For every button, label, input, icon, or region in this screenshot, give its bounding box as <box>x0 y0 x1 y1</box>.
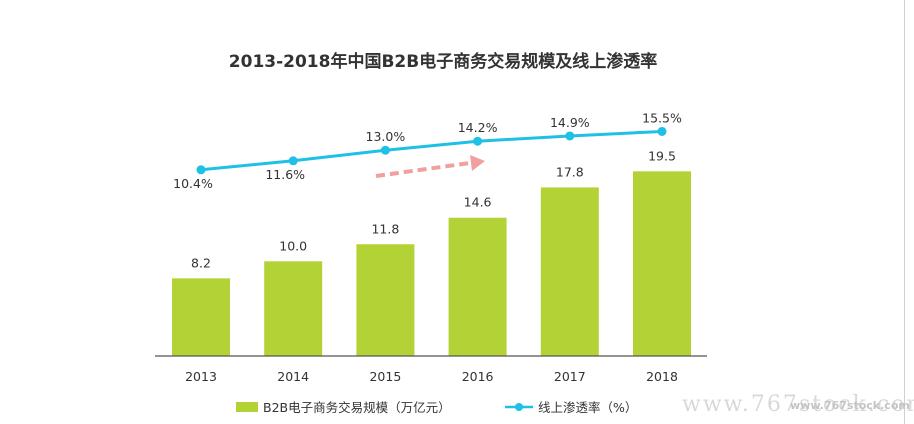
bar-labels: 8.2 10.0 11.8 14.6 17.8 19.5 <box>191 148 676 270</box>
x-tick-2018: 2018 <box>646 369 678 384</box>
legend-swatch-bar <box>236 402 258 412</box>
x-tick-2014: 2014 <box>277 369 309 384</box>
x-tick-2013: 2013 <box>185 369 217 384</box>
bar-2015 <box>356 244 415 356</box>
bar-label-2014: 10.0 <box>279 238 307 253</box>
bar-label-2015: 11.8 <box>371 221 399 236</box>
line-label-2016: 14.2% <box>458 120 498 135</box>
bar-series <box>172 171 691 356</box>
bar-label-2017: 17.8 <box>556 164 584 179</box>
bar-label-2018: 19.5 <box>648 148 676 163</box>
watermark: www.767stock.com <box>682 392 914 417</box>
line-point-2017 <box>565 131 575 141</box>
line-point-2013 <box>196 165 206 175</box>
bar-2016 <box>448 217 507 356</box>
bar-2014 <box>264 261 323 356</box>
legend: B2B电子商务交易规模（万亿元） 线上渗透率（%） <box>236 400 637 415</box>
line-label-2013: 10.4% <box>173 176 213 191</box>
bar-label-2013: 8.2 <box>191 255 211 270</box>
x-tick-labels: 2013 2014 2015 2016 2017 2018 <box>185 369 678 384</box>
x-tick-2017: 2017 <box>554 369 586 384</box>
line-label-2017: 14.9% <box>550 115 590 130</box>
trend-arrow-shaft <box>375 161 471 178</box>
bar-label-2016: 14.6 <box>464 195 492 210</box>
line-label-2015: 13.0% <box>366 129 406 144</box>
line-label-2018: 15.5% <box>642 110 682 125</box>
x-tick-2016: 2016 <box>462 369 494 384</box>
x-tick-2015: 2015 <box>369 369 401 384</box>
legend-swatch-dot <box>515 403 523 411</box>
legend-label-line: 线上渗透率（%） <box>538 400 637 415</box>
bar-2017 <box>540 187 599 356</box>
trend-arrow-head <box>470 155 485 171</box>
trend-arrow <box>375 155 485 178</box>
line-label-2014: 11.6% <box>265 167 305 182</box>
line-path <box>200 129 663 172</box>
bar-2018 <box>633 171 691 356</box>
chart-title: 2013-2018年中国B2B电子商务交易规模及线上渗透率 <box>229 51 657 72</box>
panel-border <box>904 0 905 424</box>
line-point-2018 <box>657 126 667 136</box>
line-series: 10.4% 11.6% 13.0% 14.2% 14.9% 15.5% <box>173 110 682 190</box>
watermark-small: www.767stock.com <box>790 399 910 412</box>
line-point-2014 <box>288 156 298 166</box>
line-point-2016 <box>473 136 483 146</box>
line-point-2015 <box>380 145 390 155</box>
legend-label-bar: B2B电子商务交易规模（万亿元） <box>263 400 451 415</box>
bar-2013 <box>172 278 230 356</box>
